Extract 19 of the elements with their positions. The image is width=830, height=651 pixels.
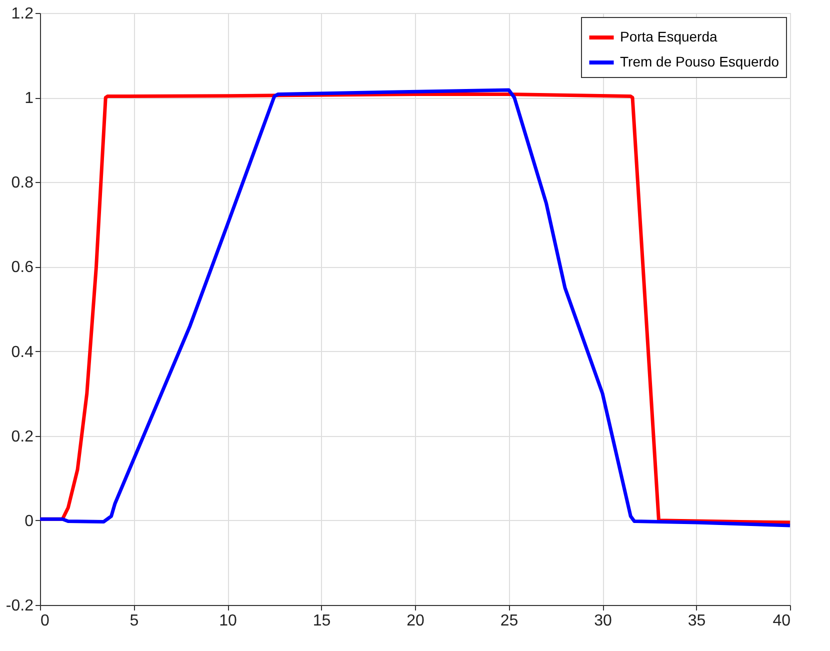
legend-label: Porta Esquerda (620, 28, 718, 44)
y-tick-label: 0.8 (11, 174, 34, 192)
y-tick-label: 0.4 (11, 344, 34, 361)
y-tick-label: 1.2 (11, 6, 34, 22)
y-tick-label: 0 (24, 512, 34, 530)
x-tick-label: 35 (688, 612, 706, 630)
x-tick-label: 20 (406, 612, 424, 630)
y-tick-label: 0.2 (11, 428, 34, 446)
x-tick-label: 5 (130, 612, 139, 630)
x-tick-label: 30 (594, 612, 612, 630)
y-tick-label: -0.2 (6, 598, 34, 614)
x-tick-label: 0 (40, 612, 50, 630)
y-tick-label: 0.6 (11, 259, 34, 276)
x-tick-label: 10 (219, 612, 237, 630)
x-tick-label: 15 (312, 612, 331, 630)
x-tick-label: 25 (500, 612, 518, 630)
y-tick-label: 1 (24, 90, 34, 108)
x-tick-label: 40 (772, 612, 791, 630)
legend-label: Trem de Pouso Esquerdo (620, 54, 780, 70)
